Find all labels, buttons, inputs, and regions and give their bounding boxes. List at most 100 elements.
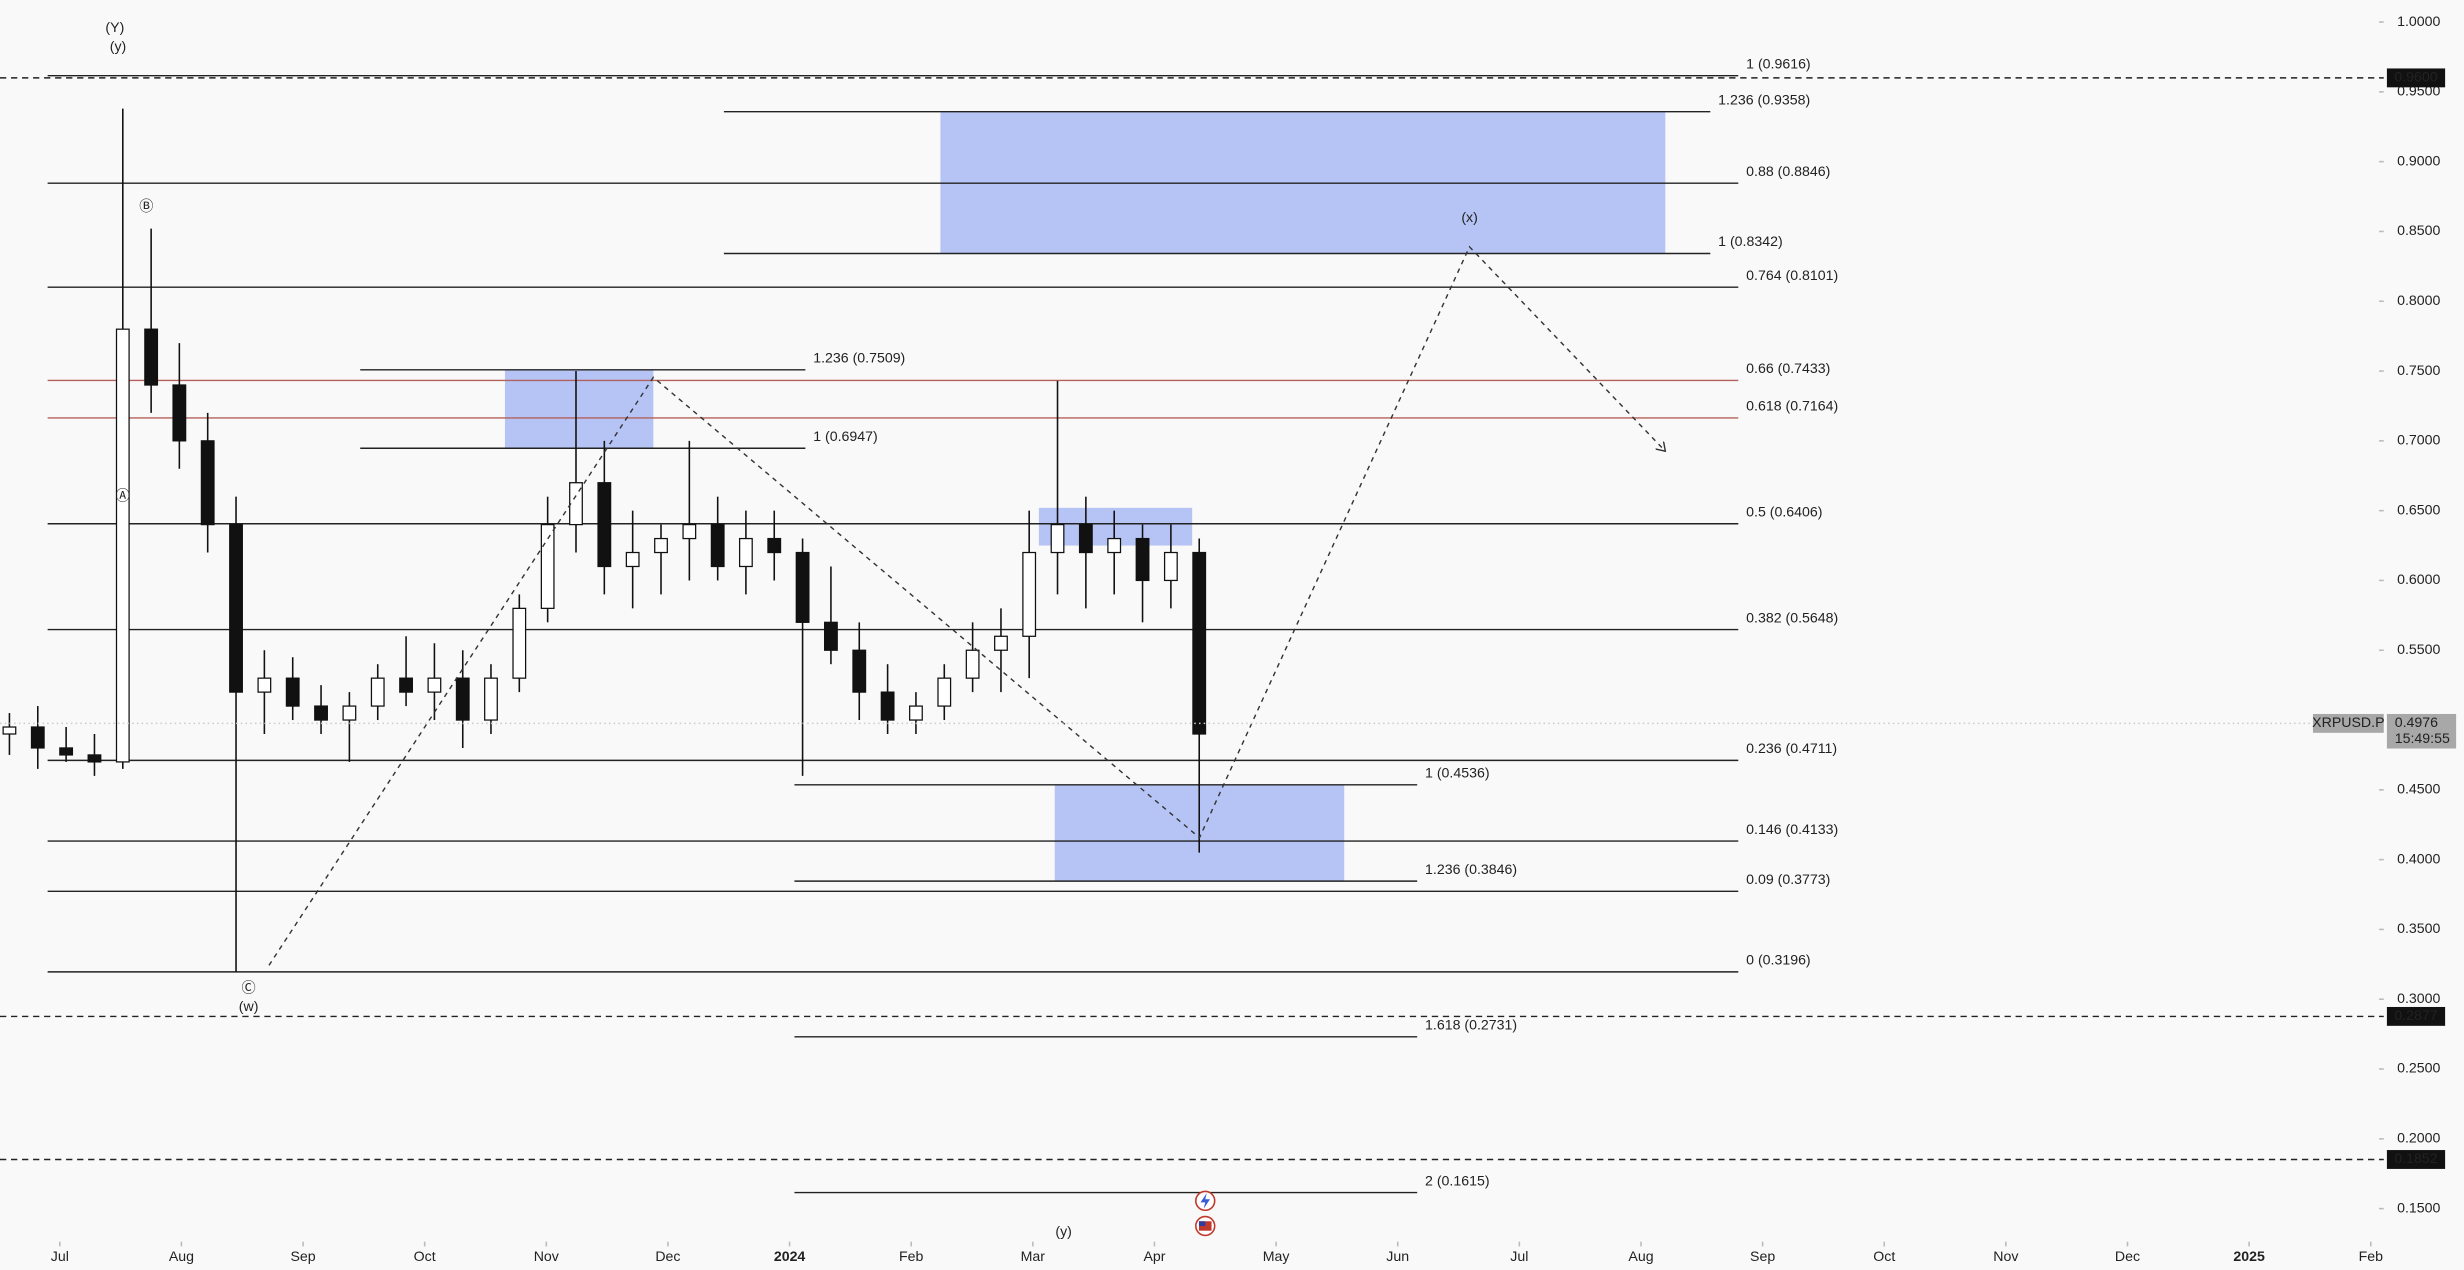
y-tick-label: 0.2500 [2397, 1060, 2440, 1076]
event-icons [1195, 1190, 1216, 1237]
x-tick-label: Jul [1510, 1248, 1528, 1264]
price-box-label: 0.2877 [2394, 1007, 2437, 1023]
candle-body [795, 551, 810, 623]
fib-label: 0.764 (0.8101) [1746, 267, 1838, 283]
x-tick-label: Dec [655, 1248, 680, 1264]
candle-body [1135, 537, 1150, 582]
wave-label: Ⓑ [139, 198, 153, 214]
wave-label: Ⓐ [116, 487, 130, 503]
y-tick-label: 1.0000 [2397, 13, 2440, 29]
x-tick-label: Sep [1750, 1248, 1775, 1264]
fib-label: 1.236 (0.7509) [813, 350, 905, 366]
candle-body [824, 621, 838, 651]
flag-glyph [1198, 1221, 1206, 1226]
fib-label: 1.618 (0.2731) [1425, 1017, 1517, 1033]
last-price-label: 0.4976 [2395, 714, 2438, 730]
x-tick-label: 2025 [2233, 1248, 2265, 1264]
candle-body [767, 537, 782, 554]
x-tick-label: Aug [169, 1248, 194, 1264]
fib-label: 0.88 (0.8846) [1746, 163, 1830, 179]
candle-body [455, 677, 470, 721]
wave-label: (x) [1461, 209, 1478, 225]
y-tick-label: 0.6500 [2397, 501, 2440, 517]
candle-body [370, 677, 385, 707]
event-icon-glyph [1200, 1192, 1210, 1209]
candle-body [852, 649, 867, 693]
candle-body [1078, 523, 1093, 554]
candle-body [1022, 551, 1037, 637]
candle-body [625, 551, 640, 568]
x-tick-label: Nov [534, 1248, 560, 1264]
candle-body [1163, 551, 1178, 582]
countdown-label: 15:49:55 [2395, 730, 2450, 746]
candle-body [399, 677, 413, 693]
candle-body [59, 747, 74, 756]
candle-body [484, 677, 498, 721]
candle-body [937, 677, 952, 707]
candle-body [909, 705, 923, 721]
x-tick-label: Aug [1628, 1248, 1653, 1264]
symbol-label: XRPUSD.P [2312, 714, 2384, 730]
last-price-box [2386, 713, 2457, 749]
wave-label: (y) [1055, 1223, 1072, 1239]
y-tick-label: 0.5500 [2397, 641, 2440, 657]
fib-label: 0 (0.3196) [1746, 952, 1811, 968]
fib-label: 1.236 (0.3846) [1425, 861, 1517, 877]
wave-label: Ⓒ [242, 979, 256, 995]
y-tick-label: 0.2000 [2397, 1130, 2440, 1146]
y-tick-label: 0.3000 [2397, 990, 2440, 1006]
fib-label: 1 (0.9616) [1746, 55, 1811, 71]
x-tick-label: Oct [414, 1248, 436, 1264]
fib-label: 1 (0.4536) [1425, 765, 1490, 781]
fib-label: 0.618 (0.7164) [1746, 398, 1838, 414]
candle-body [880, 691, 895, 721]
candle-body [569, 482, 583, 526]
price-box [2386, 1006, 2446, 1026]
price-box-label: 0.9600 [2394, 69, 2437, 85]
x-tick-label: Mar [1021, 1248, 1046, 1264]
y-tick-label: 0.8500 [2397, 222, 2440, 238]
candle-body [257, 677, 272, 693]
wave-label: (y) [110, 38, 127, 54]
y-tick-label: 0.3500 [2397, 920, 2440, 936]
candle-body [1050, 523, 1065, 554]
wave-label: (Y) [105, 19, 124, 35]
candle-body [540, 523, 555, 609]
y-tick-label: 0.7000 [2397, 432, 2440, 448]
candle-body [994, 635, 1008, 651]
candle-body [200, 440, 215, 526]
candle-body [512, 607, 527, 679]
fib-label: 0.146 (0.4133) [1746, 821, 1838, 837]
candle-body [342, 705, 357, 721]
fib-label: 1 (0.6947) [813, 428, 878, 444]
target-zone [504, 369, 654, 449]
x-tick-label: Jun [1386, 1248, 1409, 1264]
x-tick-label: Apr [1143, 1248, 1165, 1264]
x-tick-label: Feb [2359, 1248, 2384, 1264]
wave-projection [268, 245, 1665, 966]
x-tick-label: Jul [51, 1248, 69, 1264]
candle-body [314, 705, 328, 721]
symbol-box [2312, 713, 2384, 733]
y-tick-label: 0.4500 [2397, 781, 2440, 797]
price-box [2386, 68, 2446, 88]
candle-body [597, 482, 612, 568]
x-tick-label: Dec [2115, 1248, 2140, 1264]
candle-body [710, 523, 725, 568]
fib-label: 2 (0.1615) [1425, 1172, 1490, 1188]
candle-body [285, 677, 300, 707]
candle-body [427, 677, 442, 693]
candle-body [115, 328, 130, 763]
y-tick-label: 0.6000 [2397, 571, 2440, 587]
fib-label: 0.5 (0.6406) [1746, 504, 1822, 520]
y-tick-label: 0.7500 [2397, 362, 2440, 378]
fib-label: 0.66 (0.7433) [1746, 360, 1830, 376]
wave-label: (w) [239, 998, 259, 1014]
candle-body [172, 384, 187, 442]
x-tick-label: May [1263, 1248, 1291, 1264]
candle-body [682, 523, 697, 540]
candle-body [1192, 551, 1207, 735]
x-tick-label: 2024 [774, 1248, 806, 1264]
y-tick-label: 0.9000 [2397, 152, 2440, 168]
